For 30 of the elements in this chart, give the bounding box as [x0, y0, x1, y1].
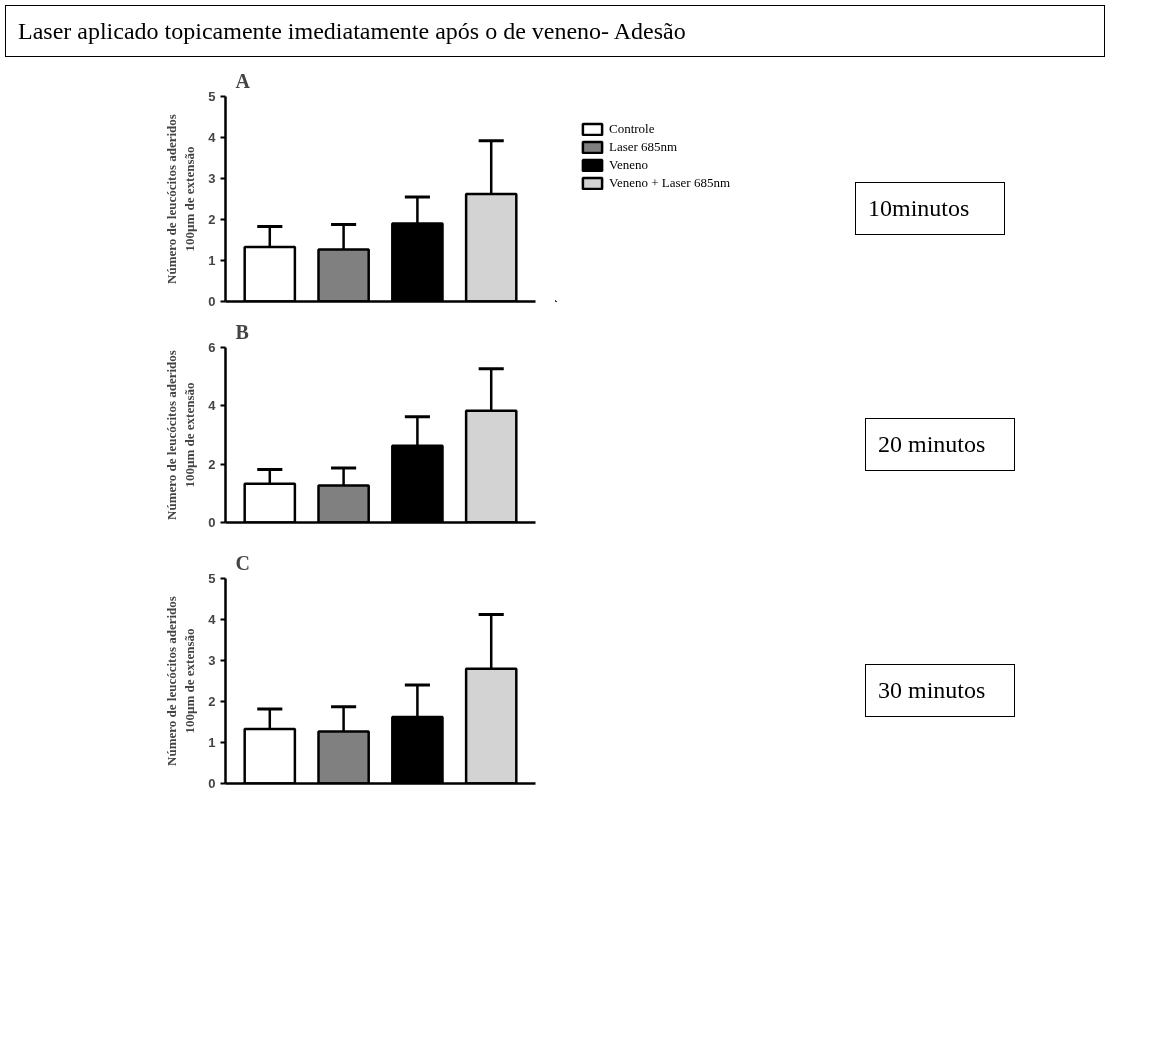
y-tick-label: 2 — [208, 212, 216, 228]
y-tick-label: 5 — [208, 89, 216, 105]
chart-title: C — [235, 551, 250, 574]
y-tick-label: 5 — [208, 571, 216, 587]
text: 30 minutos — [878, 676, 986, 706]
y-axis-title: Número de leucócitos aderidos 100µm de extensão — [164, 596, 198, 767]
y-tick-label: 0 — [208, 776, 216, 792]
y-tick-label: 4 — [208, 130, 217, 146]
chart-subtitle: A — [235, 69, 251, 92]
y-tick-label: 4 — [208, 398, 217, 414]
y-tick-label: 6 — [208, 340, 216, 356]
text: 10minutos — [868, 194, 970, 224]
y-axis-title: Número de leucócitos aderidos 100µm de extensão — [164, 350, 198, 521]
chart-title: B — [235, 320, 249, 343]
y-tick-label: 4 — [208, 612, 217, 628]
y-tick-label: 1 — [208, 253, 216, 269]
y-tick-label: 2 — [208, 694, 216, 710]
y-tick-label: 2 — [208, 456, 216, 472]
legend-label: Laser 685nm — [609, 139, 678, 156]
y-tick-label: 0 — [208, 515, 216, 531]
y-tick-label: 3 — [208, 653, 216, 669]
y-axis-title: Número de leucócitos aderidos 100µm de extensão — [164, 114, 198, 285]
text: 20 minutos — [878, 430, 986, 460]
legend-label: Veneno + Laser 685nm — [609, 175, 731, 192]
legend-label: Veneno — [609, 157, 648, 174]
chart-title: Laser aplicado topicamente imediatamente após o de veneno- Adesão — [18, 17, 686, 46]
y-tick-label: 3 — [208, 171, 216, 187]
y-tick-label: 1 — [208, 735, 216, 751]
y-tick-label: 0 — [208, 294, 216, 310]
legend-label: Controle — [609, 121, 655, 138]
